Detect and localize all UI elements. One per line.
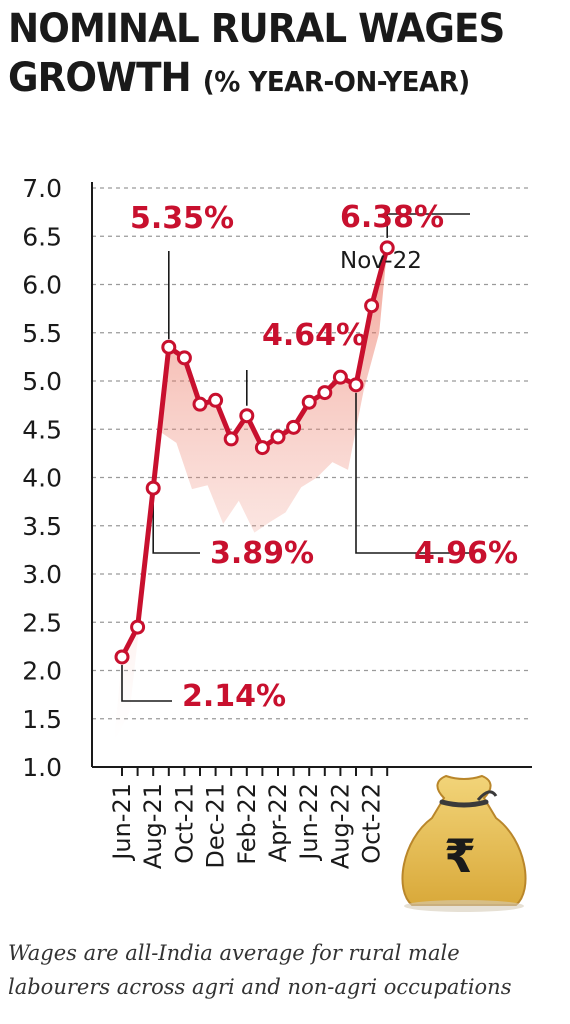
data-point bbox=[286, 419, 302, 435]
callouts: 2.14% 3.89% 5.35% 4.64% 4.96% 6.38% Nov-22 bbox=[130, 200, 518, 714]
y-tick-label: 6.5 bbox=[22, 222, 62, 251]
x-tick-label: Oct-21 bbox=[170, 783, 198, 864]
callout-leaders bbox=[121, 213, 472, 702]
y-tick-label: 1.0 bbox=[22, 753, 62, 782]
footnote: Wages are all-India average for rural ma… bbox=[8, 936, 564, 1004]
data-point bbox=[332, 369, 348, 385]
callout-label: 3.89% bbox=[210, 536, 314, 571]
y-axis-ticks: 7.0 6.5 6.0 5.5 5.0 4.5 4.0 3.5 3.0 2.5 2.0 1.5 1.0 bbox=[22, 174, 62, 782]
x-axis-ticks: Jun-21 Aug-21 Oct-21 Dec-21 Feb-22 Apr-22 Jun-… bbox=[108, 767, 389, 869]
money-bag-rupee-icon: ₹ bbox=[401, 774, 527, 912]
y-tick-label: 4.5 bbox=[22, 415, 62, 444]
data-point bbox=[223, 431, 239, 447]
data-point bbox=[114, 649, 130, 665]
data-points bbox=[114, 240, 395, 665]
y-tick-label: 5.0 bbox=[22, 367, 62, 396]
x-tick-label: Feb-22 bbox=[233, 783, 261, 865]
data-point bbox=[130, 619, 146, 635]
data-point bbox=[254, 440, 270, 456]
x-tick-label: Dec-21 bbox=[202, 783, 230, 869]
callout-label: 4.64% bbox=[262, 318, 366, 353]
callout-leader bbox=[152, 496, 200, 554]
footnote-line-1: Wages are all-India average for rural ma… bbox=[8, 941, 460, 965]
y-tick-label: 2.5 bbox=[22, 608, 62, 637]
data-point bbox=[239, 408, 255, 424]
axes bbox=[91, 182, 532, 768]
x-tick-label: Jun-22 bbox=[295, 783, 323, 862]
y-tick-label: 4.0 bbox=[22, 464, 62, 493]
data-point bbox=[161, 339, 177, 355]
callout-leader bbox=[355, 392, 472, 554]
data-point bbox=[270, 429, 286, 445]
data-point bbox=[192, 396, 208, 412]
data-point bbox=[379, 240, 395, 256]
y-tick-label: 3.0 bbox=[22, 560, 62, 589]
x-tick-label: Oct-22 bbox=[358, 783, 386, 864]
chart-subtitle: (% YEAR-ON-YEAR) bbox=[202, 65, 470, 98]
callout-label: 4.96% bbox=[414, 536, 518, 571]
x-tick-label: Aug-21 bbox=[139, 783, 167, 869]
y-tick-label: 6.0 bbox=[22, 271, 62, 300]
footnote-line-2: labourers across agri and non-agri occup… bbox=[8, 975, 512, 999]
callout-leader bbox=[121, 664, 172, 702]
chart-title: NOMINAL RURAL WAGES GROWTH (% YEAR-ON-YE… bbox=[8, 4, 564, 106]
data-point bbox=[364, 298, 380, 314]
y-tick-label: 7.0 bbox=[22, 174, 62, 203]
x-tick-label: Jun-21 bbox=[108, 783, 136, 862]
callout-leader bbox=[386, 213, 470, 238]
y-tick-label: 1.5 bbox=[22, 705, 62, 734]
area-fade bbox=[114, 247, 388, 742]
x-tick-label: Apr-22 bbox=[264, 783, 292, 862]
y-tick-label: 3.5 bbox=[22, 512, 62, 541]
data-point bbox=[145, 480, 161, 496]
callout-label: 6.38% bbox=[340, 200, 444, 235]
y-tick-label: 2.0 bbox=[22, 657, 62, 686]
rupee-symbol: ₹ bbox=[444, 829, 476, 883]
data-point bbox=[348, 377, 364, 393]
data-point bbox=[208, 392, 224, 408]
data-point bbox=[301, 394, 317, 410]
title-line-1: NOMINAL RURAL WAGES bbox=[8, 6, 505, 52]
callout-sublabel: Nov-22 bbox=[340, 248, 422, 274]
title-line-2: GROWTH (% YEAR-ON-YEAR) bbox=[8, 54, 525, 106]
x-tick-label: Aug-22 bbox=[326, 783, 354, 869]
callout-label: 5.35% bbox=[130, 201, 234, 236]
area-fade-shape bbox=[114, 247, 388, 742]
title-line-2-main: GROWTH bbox=[8, 55, 192, 101]
data-point bbox=[176, 350, 192, 366]
callout-label: 2.14% bbox=[182, 679, 286, 714]
line-chart: 7.06.56.05.55.04.54.03.53.02.52.01.51.0 … bbox=[22, 174, 532, 912]
y-tick-label: 5.5 bbox=[22, 319, 62, 348]
data-point bbox=[317, 385, 333, 401]
